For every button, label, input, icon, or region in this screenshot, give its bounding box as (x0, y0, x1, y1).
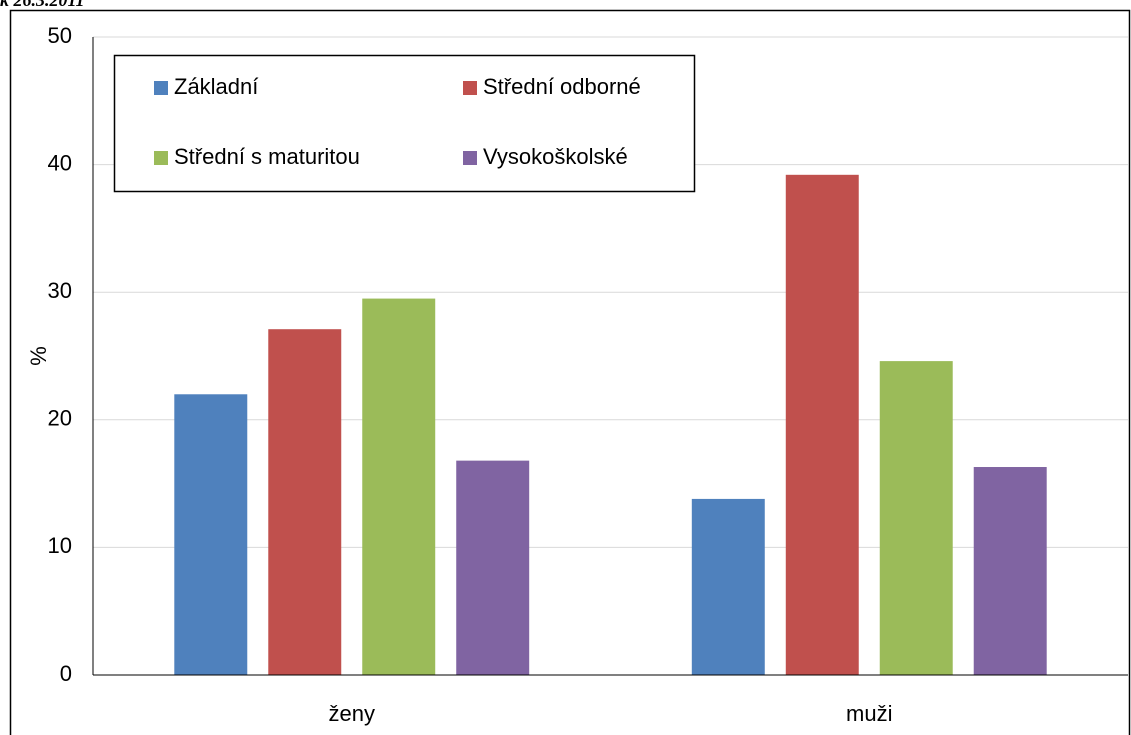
legend-swatch (463, 81, 477, 95)
legend-label: Střední s maturitou (174, 144, 360, 169)
legend-swatch (463, 151, 477, 165)
bar (362, 298, 436, 675)
bar (268, 329, 342, 675)
y-axis-label: % (26, 346, 51, 366)
x-tick-label: muži (846, 701, 892, 726)
y-tick-label: 40 (48, 150, 72, 175)
y-tick-label: 30 (48, 278, 72, 303)
legend-swatch (154, 81, 168, 95)
bar (879, 361, 953, 675)
bar (973, 467, 1047, 675)
y-tick-label: 50 (48, 23, 72, 48)
bar (691, 498, 765, 675)
legend-box (113, 54, 696, 193)
legend-swatch (154, 151, 168, 165)
y-tick-label: 20 (48, 406, 72, 431)
note: k 26.3.2011 (0, 0, 85, 10)
legend-label: Vysokoškolské (483, 144, 628, 169)
legend-label: Základní (174, 74, 258, 99)
bar (174, 394, 248, 675)
y-tick-label: 10 (48, 533, 72, 558)
y-tick-label: 0 (60, 661, 72, 686)
bar (785, 174, 859, 676)
bar (456, 460, 530, 675)
x-tick-label: ženy (329, 701, 375, 726)
legend-label: Střední odborné (483, 74, 641, 99)
